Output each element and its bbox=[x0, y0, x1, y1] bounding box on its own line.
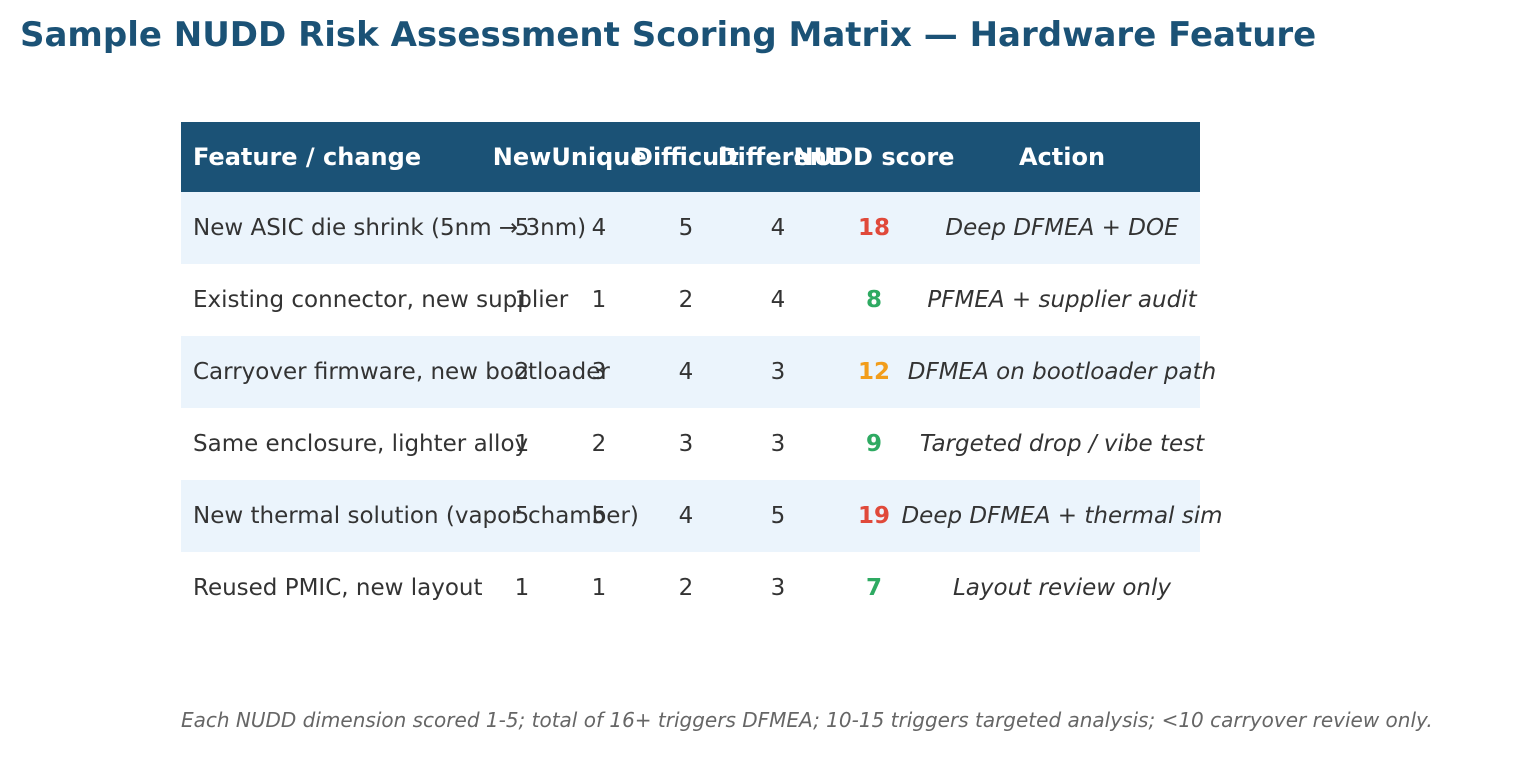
different-score-cell: 4 bbox=[770, 287, 786, 313]
new-score-cell: 5 bbox=[514, 215, 530, 241]
header-difficult: Difficult bbox=[633, 143, 739, 171]
header-nudd-score: NUDD score bbox=[793, 143, 955, 171]
header-different: Different bbox=[717, 143, 839, 171]
action-cell: Targeted drop / vibe test bbox=[919, 431, 1205, 457]
nudd-score-cell: 7 bbox=[865, 575, 883, 601]
page-title: Sample NUDD Risk Assessment Scoring Matr… bbox=[20, 15, 1317, 55]
unique-score-cell: 4 bbox=[591, 215, 607, 241]
nudd-score-cell: 8 bbox=[865, 287, 883, 313]
new-score-cell: 1 bbox=[514, 575, 530, 601]
new-score-cell: 5 bbox=[514, 503, 530, 529]
feature-cell: Same enclosure, lighter alloy bbox=[193, 431, 529, 457]
action-cell: Deep DFMEA + DOE bbox=[945, 215, 1179, 241]
unique-score-cell: 5 bbox=[591, 503, 607, 529]
table-row: Existing connector, new supplier 1 1 2 4… bbox=[181, 264, 1200, 336]
different-score-cell: 3 bbox=[770, 359, 786, 385]
difficult-score-cell: 3 bbox=[678, 431, 694, 457]
table-header-row: Feature / change New Unique Difficult Di… bbox=[181, 122, 1200, 192]
feature-cell: New thermal solution (vapor chamber) bbox=[193, 503, 639, 529]
feature-cell: Reused PMIC, new layout bbox=[193, 575, 483, 601]
difficult-score-cell: 2 bbox=[678, 575, 694, 601]
header-unique: Unique bbox=[551, 143, 647, 171]
table-row: Same enclosure, lighter alloy 1 2 3 3 9 … bbox=[181, 408, 1204, 480]
different-score-cell: 3 bbox=[770, 431, 786, 457]
nudd-scoring-table: Feature / change New Unique Difficult Di… bbox=[181, 122, 1223, 624]
difficult-score-cell: 5 bbox=[678, 215, 694, 241]
scoring-footnote: Each NUDD dimension scored 1-5; total of… bbox=[181, 708, 1433, 732]
feature-cell: Existing connector, new supplier bbox=[193, 287, 569, 313]
action-cell: Deep DFMEA + thermal sim bbox=[901, 503, 1223, 529]
action-cell: PFMEA + supplier audit bbox=[927, 287, 1197, 313]
action-cell: DFMEA on bootloader path bbox=[907, 359, 1217, 385]
action-cell: Layout review only bbox=[952, 575, 1172, 601]
different-score-cell: 3 bbox=[770, 575, 786, 601]
unique-score-cell: 3 bbox=[591, 359, 607, 385]
different-score-cell: 4 bbox=[770, 215, 786, 241]
different-score-cell: 5 bbox=[770, 503, 786, 529]
new-score-cell: 1 bbox=[514, 431, 530, 457]
nudd-score-cell: 9 bbox=[865, 431, 883, 457]
table-row: Carryover firmware, new bootloader 2 3 4… bbox=[181, 336, 1216, 408]
difficult-score-cell: 2 bbox=[678, 287, 694, 313]
nudd-score-cell: 12 bbox=[857, 359, 891, 385]
header-new: New bbox=[492, 143, 552, 171]
table-row: New ASIC die shrink (5nm → 3nm) 5 4 5 4 … bbox=[181, 192, 1200, 264]
unique-score-cell: 1 bbox=[591, 575, 607, 601]
difficult-score-cell: 4 bbox=[678, 503, 694, 529]
unique-score-cell: 1 bbox=[591, 287, 607, 313]
nudd-score-cell: 19 bbox=[857, 503, 891, 529]
unique-score-cell: 2 bbox=[591, 431, 607, 457]
feature-cell: New ASIC die shrink (5nm → 3nm) bbox=[193, 215, 587, 241]
table-row: Reused PMIC, new layout 1 1 2 3 7 Layout… bbox=[181, 552, 1200, 624]
table-row: New thermal solution (vapor chamber) 5 5… bbox=[181, 480, 1223, 552]
new-score-cell: 2 bbox=[514, 359, 530, 385]
nudd-score-cell: 18 bbox=[857, 215, 891, 241]
feature-cell: Carryover firmware, new bootloader bbox=[193, 359, 610, 385]
header-feature: Feature / change bbox=[193, 143, 422, 171]
difficult-score-cell: 4 bbox=[678, 359, 694, 385]
header-action: Action bbox=[1018, 143, 1106, 171]
new-score-cell: 1 bbox=[514, 287, 530, 313]
